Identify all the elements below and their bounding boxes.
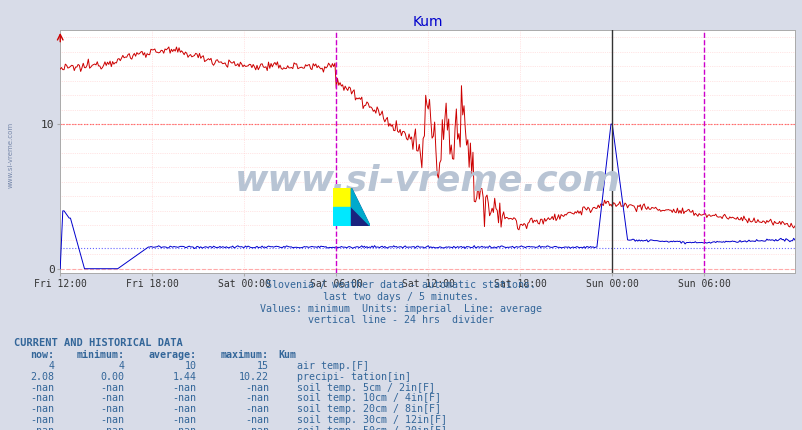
Text: 10.22: 10.22 (239, 372, 269, 382)
Text: last two days / 5 minutes.: last two days / 5 minutes. (323, 292, 479, 302)
Text: -nan: -nan (245, 383, 269, 393)
Text: average:: average: (148, 350, 196, 360)
Text: -nan: -nan (245, 393, 269, 403)
Text: -nan: -nan (245, 404, 269, 414)
Text: -nan: -nan (172, 404, 196, 414)
Title: Kum: Kum (412, 15, 442, 29)
Text: 0.00: 0.00 (100, 372, 124, 382)
Text: now:: now: (30, 350, 55, 360)
Polygon shape (351, 188, 370, 225)
Text: maximum:: maximum: (221, 350, 269, 360)
Text: minimum:: minimum: (76, 350, 124, 360)
Text: 4: 4 (119, 361, 124, 371)
Text: air temp.[F]: air temp.[F] (297, 361, 369, 371)
Text: -nan: -nan (172, 415, 196, 425)
Text: soil temp. 20cm / 8in[F]: soil temp. 20cm / 8in[F] (297, 404, 440, 414)
Text: soil temp. 10cm / 4in[F]: soil temp. 10cm / 4in[F] (297, 393, 440, 403)
Text: Slovenia / weather data - automatic stations.: Slovenia / weather data - automatic stat… (266, 280, 536, 290)
Text: vertical line - 24 hrs  divider: vertical line - 24 hrs divider (308, 315, 494, 325)
Text: -nan: -nan (100, 415, 124, 425)
Text: 2.08: 2.08 (30, 372, 55, 382)
Bar (333, 207, 351, 225)
Text: -nan: -nan (100, 393, 124, 403)
Text: 1.44: 1.44 (172, 372, 196, 382)
Text: -nan: -nan (172, 393, 196, 403)
Text: -nan: -nan (245, 426, 269, 430)
Text: -nan: -nan (100, 426, 124, 430)
Text: soil temp. 50cm / 20in[F]: soil temp. 50cm / 20in[F] (297, 426, 447, 430)
Text: 10: 10 (184, 361, 196, 371)
Text: -nan: -nan (30, 415, 55, 425)
Text: soil temp. 5cm / 2in[F]: soil temp. 5cm / 2in[F] (297, 383, 435, 393)
Text: -nan: -nan (172, 383, 196, 393)
Text: -nan: -nan (245, 415, 269, 425)
Text: Kum: Kum (278, 350, 296, 360)
Polygon shape (351, 188, 370, 225)
Text: Values: minimum  Units: imperial  Line: average: Values: minimum Units: imperial Line: av… (260, 304, 542, 313)
Text: -nan: -nan (30, 393, 55, 403)
Text: www.si-vreme.com: www.si-vreme.com (234, 164, 620, 198)
Text: CURRENT AND HISTORICAL DATA: CURRENT AND HISTORICAL DATA (14, 338, 183, 347)
Text: -nan: -nan (30, 383, 55, 393)
Text: 15: 15 (257, 361, 269, 371)
Bar (333, 188, 351, 207)
Text: precipi- tation[in]: precipi- tation[in] (297, 372, 411, 382)
Text: -nan: -nan (172, 426, 196, 430)
Text: -nan: -nan (100, 404, 124, 414)
Text: soil temp. 30cm / 12in[F]: soil temp. 30cm / 12in[F] (297, 415, 447, 425)
Text: -nan: -nan (30, 426, 55, 430)
Text: -nan: -nan (100, 383, 124, 393)
Text: 4: 4 (49, 361, 55, 371)
Text: -nan: -nan (30, 404, 55, 414)
Text: www.si-vreme.com: www.si-vreme.com (7, 122, 14, 188)
